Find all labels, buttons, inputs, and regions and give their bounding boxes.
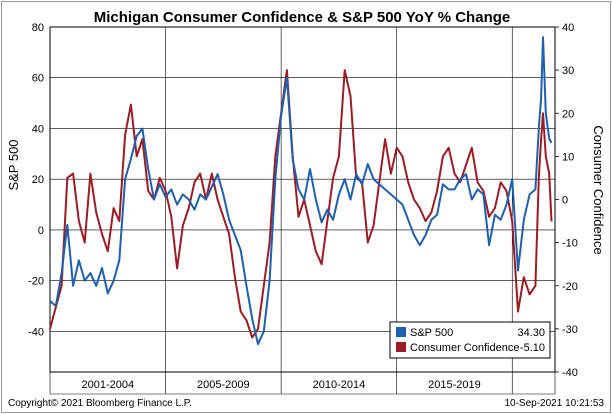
legend-box [389, 321, 551, 359]
right-tick-label: 30 [562, 65, 574, 77]
right-tick-label: 0 [562, 195, 568, 207]
series-line-s-p-500 [49, 36, 553, 346]
right-axis-label: Consumer Confidence [591, 125, 606, 254]
left-tick-label: -40 [28, 326, 44, 338]
right-tick-label: -20 [562, 281, 578, 293]
right-tick-label: 40 [562, 22, 574, 34]
legend-swatch-sp500 [396, 327, 406, 337]
legend-label-consumer-confidence: Consumer Confidence [410, 342, 519, 354]
left-tick-label: 40 [32, 123, 44, 135]
copyright-text: Copyright© 2021 Bloomberg Finance L.P. [8, 398, 192, 409]
right-tick-label: -30 [562, 324, 578, 336]
left-tick-label: 60 [32, 73, 44, 85]
x-period-label: 2001-2004 [81, 379, 134, 391]
right-tick-label: -40 [562, 367, 578, 379]
timestamp-text: 10-Sep-2021 10:21:53 [504, 398, 604, 409]
legend-value-consumer-confidence: -5.10 [520, 342, 545, 354]
right-tick-label: -10 [562, 238, 578, 250]
left-tick-label: 20 [32, 174, 44, 186]
series-line-consumer-confidence [49, 69, 553, 339]
right-tick-label: 10 [562, 151, 574, 163]
legend-value-sp500: 34.30 [517, 327, 545, 339]
x-period-label: 2010-2014 [313, 379, 366, 391]
x-period-label: 2015-2019 [428, 379, 481, 391]
right-axis-ticks: 40 30 20 10 0 -10 -20 -30 -40 [555, 22, 578, 379]
left-tick-label: 80 [32, 22, 44, 34]
left-axis-label: S&P 500 [6, 139, 21, 190]
plot-area [49, 26, 556, 373]
chart-title: Michigan Consumer Confidence & S&P 500 Y… [94, 9, 510, 26]
series-layer [49, 36, 553, 346]
right-tick-label: 20 [562, 108, 574, 120]
legend: S&P 500 34.30 Consumer Confidence -5.10 [389, 321, 551, 359]
x-period-label: 2005-2009 [197, 379, 250, 391]
x-period-labels: 2001-2004 2005-2009 2010-2014 2015-2019 [81, 379, 480, 391]
left-tick-label: -20 [28, 276, 44, 288]
legend-label-sp500: S&P 500 [410, 327, 453, 339]
legend-swatch-consumer-confidence [396, 342, 406, 352]
left-axis-ticks: 80 60 40 20 0 -20 -40 [28, 22, 44, 338]
left-tick-label: 0 [38, 225, 44, 237]
vertical-gridlines [49, 27, 556, 395]
